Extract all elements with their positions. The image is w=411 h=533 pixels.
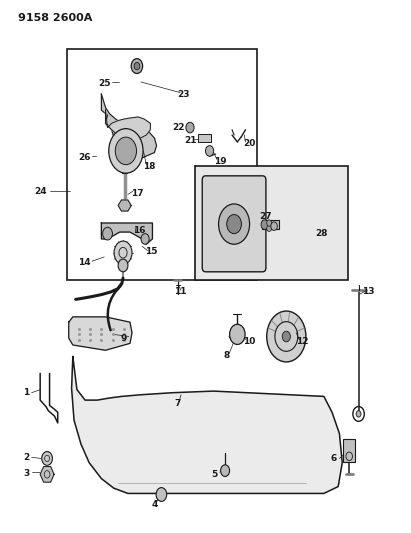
Circle shape bbox=[115, 137, 136, 165]
Bar bbox=[67, 49, 256, 280]
Text: 17: 17 bbox=[131, 189, 144, 198]
Text: 1: 1 bbox=[23, 388, 29, 397]
Circle shape bbox=[267, 225, 272, 231]
Text: 15: 15 bbox=[145, 247, 157, 256]
Text: 22: 22 bbox=[172, 123, 184, 132]
Text: 7: 7 bbox=[175, 399, 181, 408]
Text: 20: 20 bbox=[243, 139, 255, 148]
Text: 6: 6 bbox=[331, 454, 337, 463]
Text: 11: 11 bbox=[174, 287, 187, 296]
Text: 21: 21 bbox=[184, 136, 196, 145]
Text: 2: 2 bbox=[23, 453, 29, 462]
Circle shape bbox=[267, 311, 306, 362]
Text: 4: 4 bbox=[151, 499, 158, 508]
Text: 13: 13 bbox=[362, 287, 374, 296]
Text: 9: 9 bbox=[121, 334, 127, 343]
Circle shape bbox=[227, 215, 241, 233]
Text: 9158 2600A: 9158 2600A bbox=[18, 13, 92, 23]
Text: 16: 16 bbox=[133, 226, 145, 235]
Circle shape bbox=[186, 122, 194, 133]
Circle shape bbox=[271, 222, 277, 230]
Polygon shape bbox=[102, 223, 152, 244]
Polygon shape bbox=[118, 200, 131, 211]
Text: 8: 8 bbox=[224, 351, 230, 360]
Text: 19: 19 bbox=[215, 157, 227, 166]
Circle shape bbox=[114, 241, 132, 264]
Circle shape bbox=[206, 146, 214, 156]
Circle shape bbox=[42, 451, 53, 465]
Polygon shape bbox=[72, 357, 342, 494]
Bar bbox=[198, 134, 211, 142]
Text: 27: 27 bbox=[260, 212, 272, 221]
Text: 12: 12 bbox=[296, 337, 309, 346]
Text: 10: 10 bbox=[243, 337, 255, 346]
FancyBboxPatch shape bbox=[202, 176, 266, 272]
Text: 23: 23 bbox=[178, 90, 190, 99]
Polygon shape bbox=[40, 466, 54, 482]
Text: 3: 3 bbox=[23, 469, 29, 478]
Text: 28: 28 bbox=[315, 229, 328, 238]
Bar bbox=[344, 439, 355, 462]
Text: 24: 24 bbox=[35, 187, 47, 196]
Text: 18: 18 bbox=[143, 163, 156, 171]
Polygon shape bbox=[102, 94, 157, 158]
Circle shape bbox=[356, 411, 361, 417]
Circle shape bbox=[141, 233, 149, 244]
Circle shape bbox=[282, 331, 291, 342]
Bar bbox=[195, 166, 349, 280]
Text: 14: 14 bbox=[78, 258, 90, 266]
Text: 5: 5 bbox=[211, 470, 217, 479]
Circle shape bbox=[134, 62, 140, 70]
Circle shape bbox=[221, 465, 230, 477]
Circle shape bbox=[118, 259, 128, 272]
Circle shape bbox=[156, 488, 167, 502]
Bar bbox=[262, 220, 279, 229]
Circle shape bbox=[267, 220, 272, 226]
Circle shape bbox=[131, 59, 143, 74]
Circle shape bbox=[109, 128, 143, 173]
Text: 26: 26 bbox=[78, 154, 90, 163]
Polygon shape bbox=[69, 317, 132, 350]
Circle shape bbox=[103, 227, 113, 240]
Text: 25: 25 bbox=[98, 79, 111, 88]
Circle shape bbox=[230, 324, 245, 344]
Circle shape bbox=[219, 204, 249, 244]
Polygon shape bbox=[106, 110, 150, 139]
Circle shape bbox=[261, 220, 268, 229]
